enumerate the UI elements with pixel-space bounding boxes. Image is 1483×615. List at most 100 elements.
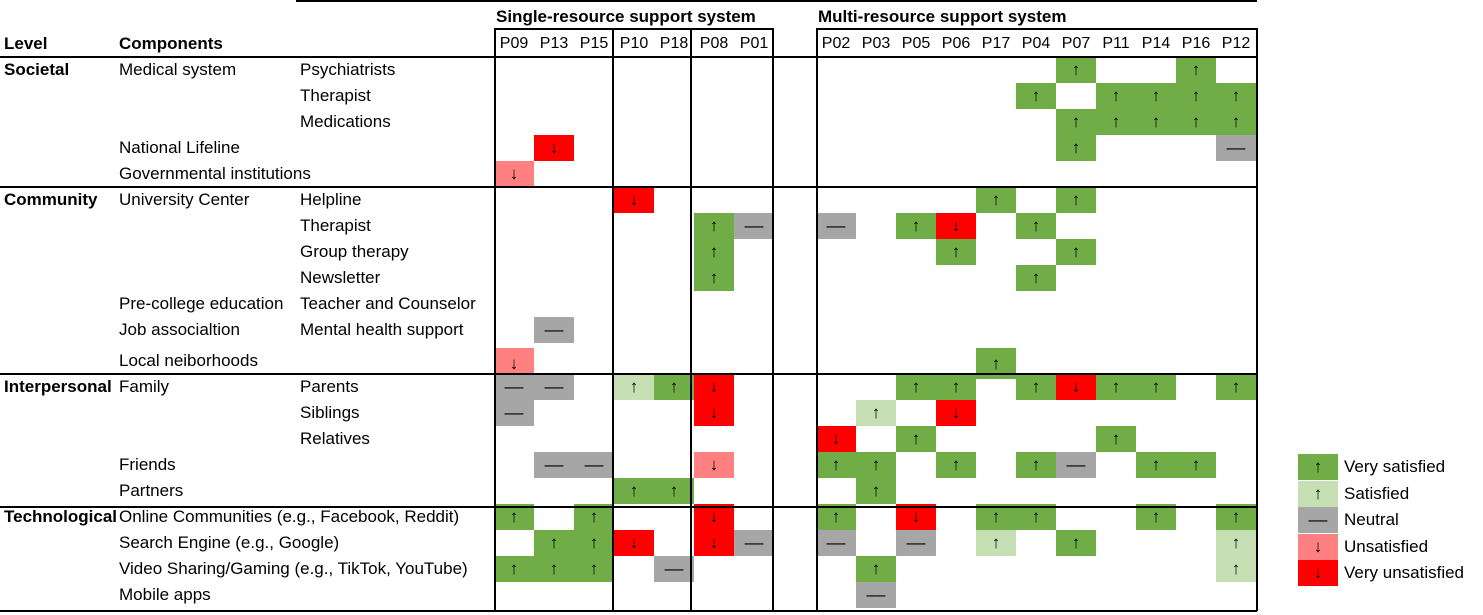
legend-swatch: ↓ xyxy=(1298,560,1338,586)
arrow-up-icon: ↑ xyxy=(589,507,599,526)
participant-header: P08 xyxy=(699,35,729,52)
neutral-dash-icon: ‒‒ xyxy=(1226,138,1246,157)
rating-cell: ↓ xyxy=(896,504,936,530)
arrow-up-icon: ↑ xyxy=(669,377,679,396)
rating-cell: ↑ xyxy=(1136,452,1176,478)
rating-cell: ↑ xyxy=(654,374,694,400)
arrow-down-icon: ↓ xyxy=(629,533,639,552)
arrow-up-icon: ↑ xyxy=(911,429,921,448)
participant-header: P04 xyxy=(1021,35,1051,52)
level-label: Technological xyxy=(4,507,118,526)
rating-cell: ↓ xyxy=(694,400,734,426)
arrow-down-icon: ↓ xyxy=(1313,536,1323,556)
rule-line xyxy=(0,506,1257,508)
subcomponent-label: Group therapy xyxy=(300,243,409,261)
rating-cell: ↑ xyxy=(816,452,856,478)
rating-cell: ↑ xyxy=(936,239,976,265)
arrow-up-icon: ↑ xyxy=(831,455,841,474)
rating-cell: ‒‒ xyxy=(896,530,936,556)
rating-cell: ↑ xyxy=(1056,239,1096,265)
rule-line xyxy=(0,186,1257,188)
rating-cell: ‒‒ xyxy=(734,213,774,239)
arrow-up-icon: ↑ xyxy=(1231,86,1241,105)
arrow-up-icon: ↑ xyxy=(1231,507,1241,526)
arrow-up-icon: ↑ xyxy=(1071,242,1081,261)
rating-cell: ↓ xyxy=(694,530,734,556)
rating-cell: ‒‒ xyxy=(534,452,574,478)
rule-line xyxy=(0,373,1257,375)
rating-cell: ↑ xyxy=(534,556,574,582)
arrow-down-icon: ↓ xyxy=(1313,563,1323,582)
neutral-dash-icon: ‒‒ xyxy=(544,455,564,474)
arrow-up-icon: ↑ xyxy=(629,481,639,500)
neutral-dash-icon: ‒‒ xyxy=(504,403,524,422)
level-label: Community xyxy=(4,190,98,209)
arrow-up-icon: ↑ xyxy=(669,481,679,500)
arrow-up-icon: ↑ xyxy=(991,507,1001,526)
arrow-up-icon: ↑ xyxy=(1231,533,1241,552)
arrow-up-icon: ↑ xyxy=(1031,268,1041,287)
arrow-up-icon: ↑ xyxy=(589,533,599,552)
arrow-up-icon: ↑ xyxy=(1031,455,1041,474)
rating-cell: ‒‒ xyxy=(856,582,896,608)
rating-cell: ↑ xyxy=(614,374,654,400)
rating-cell: ↑ xyxy=(896,374,936,400)
neutral-dash-icon: ‒‒ xyxy=(826,533,846,552)
rating-cell: ↑ xyxy=(1016,83,1056,109)
rating-cell: ↑ xyxy=(1016,265,1056,291)
arrow-up-icon: ↑ xyxy=(951,377,961,396)
subcomponent-label: Mental health support xyxy=(300,321,464,339)
participant-header: P16 xyxy=(1181,35,1211,52)
arrow-up-icon: ↑ xyxy=(1231,559,1241,578)
subcomponent-label: Relatives xyxy=(300,430,370,448)
rating-cell: ↑ xyxy=(1216,556,1256,582)
rating-cell: ↑ xyxy=(976,187,1016,213)
arrow-up-icon: ↑ xyxy=(509,507,519,526)
rating-cell: ↑ xyxy=(574,556,614,582)
arrow-up-icon: ↑ xyxy=(1191,86,1201,105)
rating-cell: ↑ xyxy=(856,452,896,478)
participant-header: P03 xyxy=(861,35,891,52)
rating-cell: ↑ xyxy=(1136,504,1176,530)
participant-header: P02 xyxy=(821,35,851,52)
rule-line xyxy=(494,28,496,611)
rating-cell: ‒‒ xyxy=(654,556,694,582)
arrow-up-icon: ↑ xyxy=(549,533,559,552)
rule-line xyxy=(772,28,774,611)
arrow-up-icon: ↑ xyxy=(1071,533,1081,552)
component-label: Job associaltion xyxy=(119,321,240,339)
subcomponent-label: Helpline xyxy=(300,191,362,209)
subcomponent-label: Newsletter xyxy=(300,269,381,287)
arrow-up-icon: ↑ xyxy=(951,242,961,261)
arrow-up-icon: ↑ xyxy=(1031,216,1041,235)
rating-cell: ↓ xyxy=(1056,374,1096,400)
legend-label: Very satisfied xyxy=(1344,457,1446,476)
arrow-up-icon: ↑ xyxy=(1071,112,1081,131)
rating-cell: ↑ xyxy=(936,452,976,478)
rating-cell: ↑ xyxy=(896,213,936,239)
arrow-up-icon: ↑ xyxy=(509,559,519,578)
rating-cell: ↑ xyxy=(1176,83,1216,109)
arrow-up-icon: ↑ xyxy=(1151,455,1161,474)
rating-cell: ↑ xyxy=(614,478,654,504)
arrow-up-icon: ↑ xyxy=(1191,60,1201,79)
rating-cell: ↓ xyxy=(494,161,534,187)
arrow-down-icon: ↓ xyxy=(709,403,719,422)
arrow-up-icon: ↑ xyxy=(991,533,1001,552)
participant-header: P12 xyxy=(1221,35,1251,52)
participant-header: P18 xyxy=(659,35,689,52)
rule-line xyxy=(816,28,818,611)
arrow-up-icon: ↑ xyxy=(871,559,881,578)
rating-cell: ↑ xyxy=(1176,452,1216,478)
arrow-up-icon: ↑ xyxy=(871,403,881,422)
rating-cell: ‒‒ xyxy=(494,400,534,426)
component-label: Family xyxy=(119,378,170,396)
arrow-up-icon: ↑ xyxy=(709,216,719,235)
rating-cell: ↑ xyxy=(1056,57,1096,83)
rating-cell: ↑ xyxy=(896,426,936,452)
arrow-up-icon: ↑ xyxy=(1151,112,1161,131)
legend-label: Unsatisfied xyxy=(1344,536,1429,556)
rating-cell: ↑ xyxy=(694,239,734,265)
arrow-up-icon: ↑ xyxy=(1031,86,1041,105)
neutral-dash-icon: ‒‒ xyxy=(544,320,564,339)
